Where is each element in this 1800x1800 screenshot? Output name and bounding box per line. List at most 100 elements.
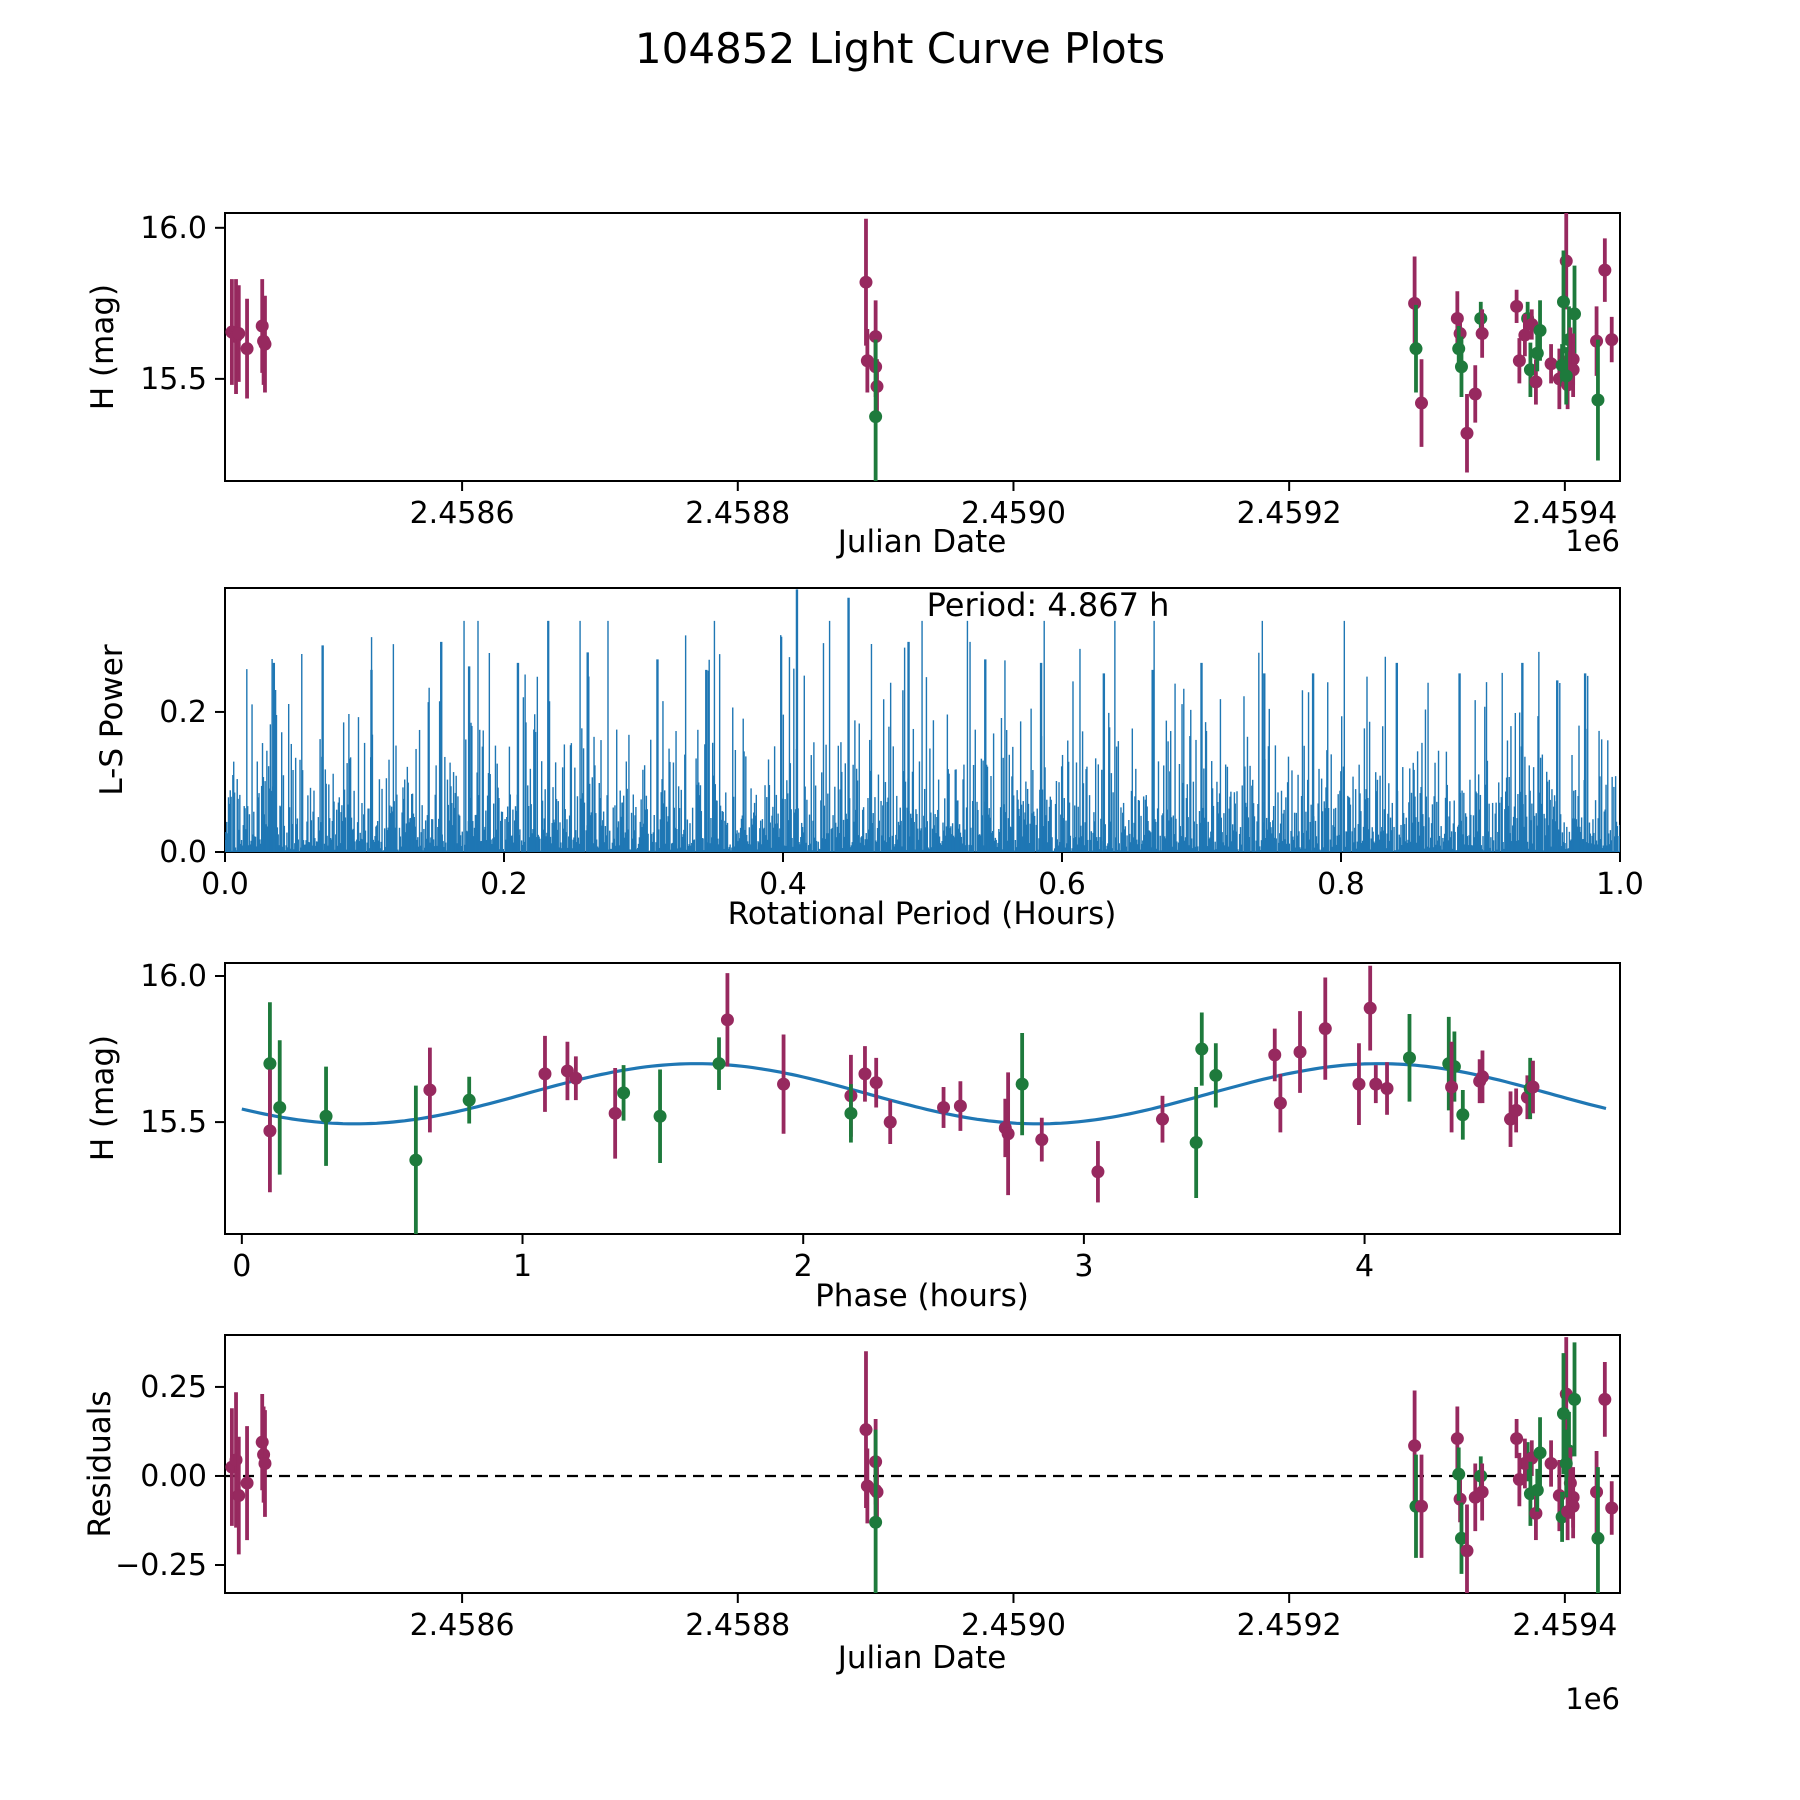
residuals-plot: 2.4586 2.4588 2.4590 2.4592 2.4594 0.25 0.00 −0… <box>115 1334 1621 1643</box>
errorbar-point <box>1468 365 1482 423</box>
errorbar-point <box>1409 304 1423 393</box>
errorbar-point <box>1363 965 1377 1051</box>
errorbar-point <box>1091 1141 1105 1203</box>
errorbar-point <box>1591 339 1605 461</box>
errorbar-point <box>869 339 883 481</box>
x-tick-label: 2.4592 <box>1237 496 1342 531</box>
errorbar-point <box>1530 335 1544 372</box>
x-tick-label: 2.4590 <box>961 496 1066 531</box>
errorbar-point <box>1544 344 1558 384</box>
periodogram-plot: 0.0 0.2 0.4 0.6 0.8 1.0 0.0 0.2 <box>159 587 1644 902</box>
x-tick-label: 3 <box>1074 1249 1093 1284</box>
errorbar-point <box>858 1046 872 1102</box>
errorbar-point <box>1512 338 1526 384</box>
x-tick-label: 2.4594 <box>1512 1608 1617 1643</box>
errorbar-point <box>937 1087 951 1128</box>
errorbar-point <box>1415 1454 1429 1558</box>
errorbar-point <box>1605 316 1619 363</box>
axes-spines <box>224 1334 1621 1594</box>
errorbar-point <box>712 1037 726 1090</box>
errorbar-point <box>1209 1043 1223 1108</box>
errorbar-point <box>1454 1502 1468 1574</box>
errorbar-point <box>1369 1065 1383 1104</box>
lightcurve-axis-offset: 1e6 <box>1565 524 1620 558</box>
errorbar-point <box>1318 977 1332 1080</box>
errorbar-point <box>1035 1117 1049 1162</box>
periodogram-xlabel: Rotational Period (Hours) <box>727 896 1117 932</box>
x-tick-label: 2.4588 <box>685 1608 790 1643</box>
errorbar-point <box>1568 1342 1582 1457</box>
errorbar-point <box>1452 1447 1466 1501</box>
y-tick-label: 0.0 <box>159 835 207 870</box>
errorbar-point <box>1456 1089 1470 1140</box>
errorbar-point <box>1445 1041 1459 1133</box>
errorbar-point <box>1605 1481 1619 1535</box>
y-tick-label: 16.0 <box>140 211 207 246</box>
errorbar-point <box>1556 250 1570 354</box>
errorbar-point <box>844 1084 858 1143</box>
errorbar-point <box>1195 1012 1209 1086</box>
errorbar-point <box>258 1410 272 1517</box>
errorbar-point <box>423 1047 437 1133</box>
errorbar-point <box>1475 1463 1489 1521</box>
errorbar-point <box>1518 313 1532 357</box>
x-tick-label: 2.4588 <box>685 496 790 531</box>
errorbar-point <box>608 1068 622 1159</box>
errorbar-point <box>859 218 873 346</box>
errorbar-point <box>1510 289 1524 323</box>
errorbar-point <box>1510 1418 1524 1459</box>
errorbar-point <box>273 1040 287 1175</box>
residuals-xlabel: Julian Date <box>837 1640 1007 1676</box>
axes-spines <box>224 212 1621 482</box>
errorbar-point <box>232 1436 246 1555</box>
errorbar-point <box>240 298 254 399</box>
y-tick-label: 16.0 <box>140 959 207 994</box>
errorbar-point <box>1530 1468 1544 1512</box>
y-tick-label: −0.25 <box>115 1548 207 1583</box>
errorbar-point <box>653 1069 667 1163</box>
errorbar-point <box>263 1069 277 1193</box>
errorbar-point <box>1352 1043 1366 1126</box>
x-tick-label: 0 <box>232 1249 251 1284</box>
period-annotation: Period: 4.867 h <box>926 586 1170 624</box>
errorbar-point <box>1475 1050 1489 1104</box>
x-tick-label: 0.2 <box>480 867 528 902</box>
errorbar-point <box>1460 393 1474 473</box>
errorbar-point <box>560 1041 574 1101</box>
axes-spines <box>224 962 1621 1235</box>
x-tick-label: 1.0 <box>1596 867 1644 902</box>
errorbar-point <box>1402 1013 1416 1102</box>
figure-title: 104852 Light Curve Plots <box>634 24 1166 73</box>
errorbar-point <box>1415 359 1429 447</box>
errorbar-point <box>1598 238 1612 302</box>
residuals-axis-offset: 1e6 <box>1565 1682 1620 1716</box>
y-tick-label: 0.2 <box>159 695 207 730</box>
errorbar-point <box>1559 1429 1573 1498</box>
fit-curve <box>241 1062 1607 1126</box>
x-tick-label: 2.4586 <box>410 496 515 531</box>
y-tick-label: 0.00 <box>140 1459 207 1494</box>
errorbar-point <box>883 1100 897 1145</box>
x-tick-label: 1 <box>513 1249 532 1284</box>
phase-xlabel: Phase (hours) <box>815 1278 1029 1314</box>
x-tick-label: 0.0 <box>201 867 249 902</box>
x-tick-label: 0.8 <box>1317 867 1365 902</box>
errorbar-point <box>1512 1452 1526 1507</box>
errorbar-point <box>538 1035 552 1112</box>
errorbar-series <box>225 213 1619 481</box>
errorbar-point <box>720 973 734 1067</box>
errorbar-series <box>263 965 1540 1234</box>
y-tick-label: 0.25 <box>140 1370 207 1405</box>
lightcurve-xlabel: Julian Date <box>837 524 1007 560</box>
x-tick-label: 2 <box>794 1249 813 1284</box>
errorbar-point <box>1475 309 1489 358</box>
errorbar-point <box>1454 336 1468 398</box>
errorbar-point <box>1015 1032 1029 1136</box>
x-tick-label: 2.4592 <box>1237 1608 1342 1643</box>
x-tick-label: 2.4594 <box>1512 496 1617 531</box>
x-tick-label: 0.6 <box>1038 867 1086 902</box>
x-tick-label: 2.4590 <box>961 1608 1066 1643</box>
y-tick-label: 15.5 <box>140 1105 207 1140</box>
